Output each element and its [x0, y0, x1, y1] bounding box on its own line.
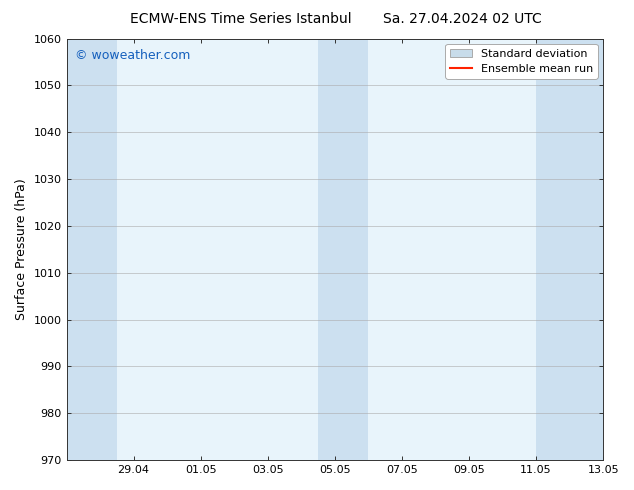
- Text: Sa. 27.04.2024 02 UTC: Sa. 27.04.2024 02 UTC: [384, 12, 542, 26]
- Text: ECMW-ENS Time Series Istanbul: ECMW-ENS Time Series Istanbul: [130, 12, 352, 26]
- Legend: Standard deviation, Ensemble mean run: Standard deviation, Ensemble mean run: [445, 44, 598, 78]
- Y-axis label: Surface Pressure (hPa): Surface Pressure (hPa): [15, 178, 28, 320]
- Bar: [536, 39, 603, 460]
- Bar: [318, 39, 368, 460]
- Text: © woweather.com: © woweather.com: [75, 49, 190, 62]
- Bar: [67, 39, 117, 460]
